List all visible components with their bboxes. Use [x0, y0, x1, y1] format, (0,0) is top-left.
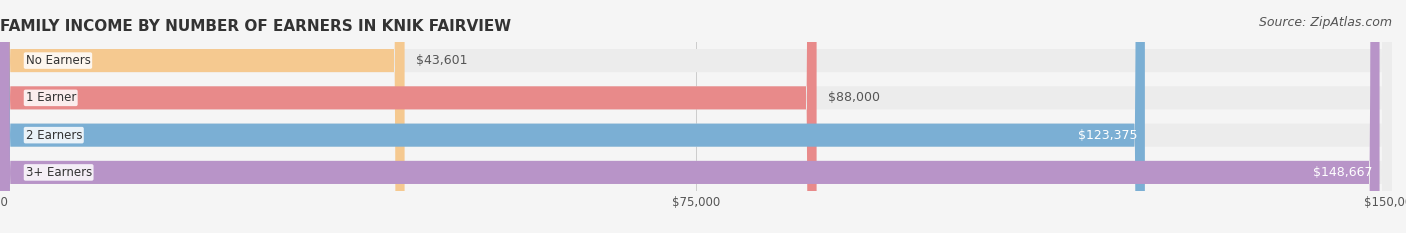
Text: 2 Earners: 2 Earners: [25, 129, 82, 142]
Text: $148,667: $148,667: [1313, 166, 1372, 179]
Text: $43,601: $43,601: [416, 54, 467, 67]
Text: $123,375: $123,375: [1078, 129, 1137, 142]
FancyBboxPatch shape: [0, 0, 405, 233]
Text: Source: ZipAtlas.com: Source: ZipAtlas.com: [1258, 16, 1392, 29]
Text: 3+ Earners: 3+ Earners: [25, 166, 91, 179]
FancyBboxPatch shape: [0, 0, 817, 233]
Text: $88,000: $88,000: [828, 91, 880, 104]
FancyBboxPatch shape: [0, 0, 1144, 233]
Text: No Earners: No Earners: [25, 54, 90, 67]
Text: 1 Earner: 1 Earner: [25, 91, 76, 104]
Text: FAMILY INCOME BY NUMBER OF EARNERS IN KNIK FAIRVIEW: FAMILY INCOME BY NUMBER OF EARNERS IN KN…: [0, 19, 512, 34]
